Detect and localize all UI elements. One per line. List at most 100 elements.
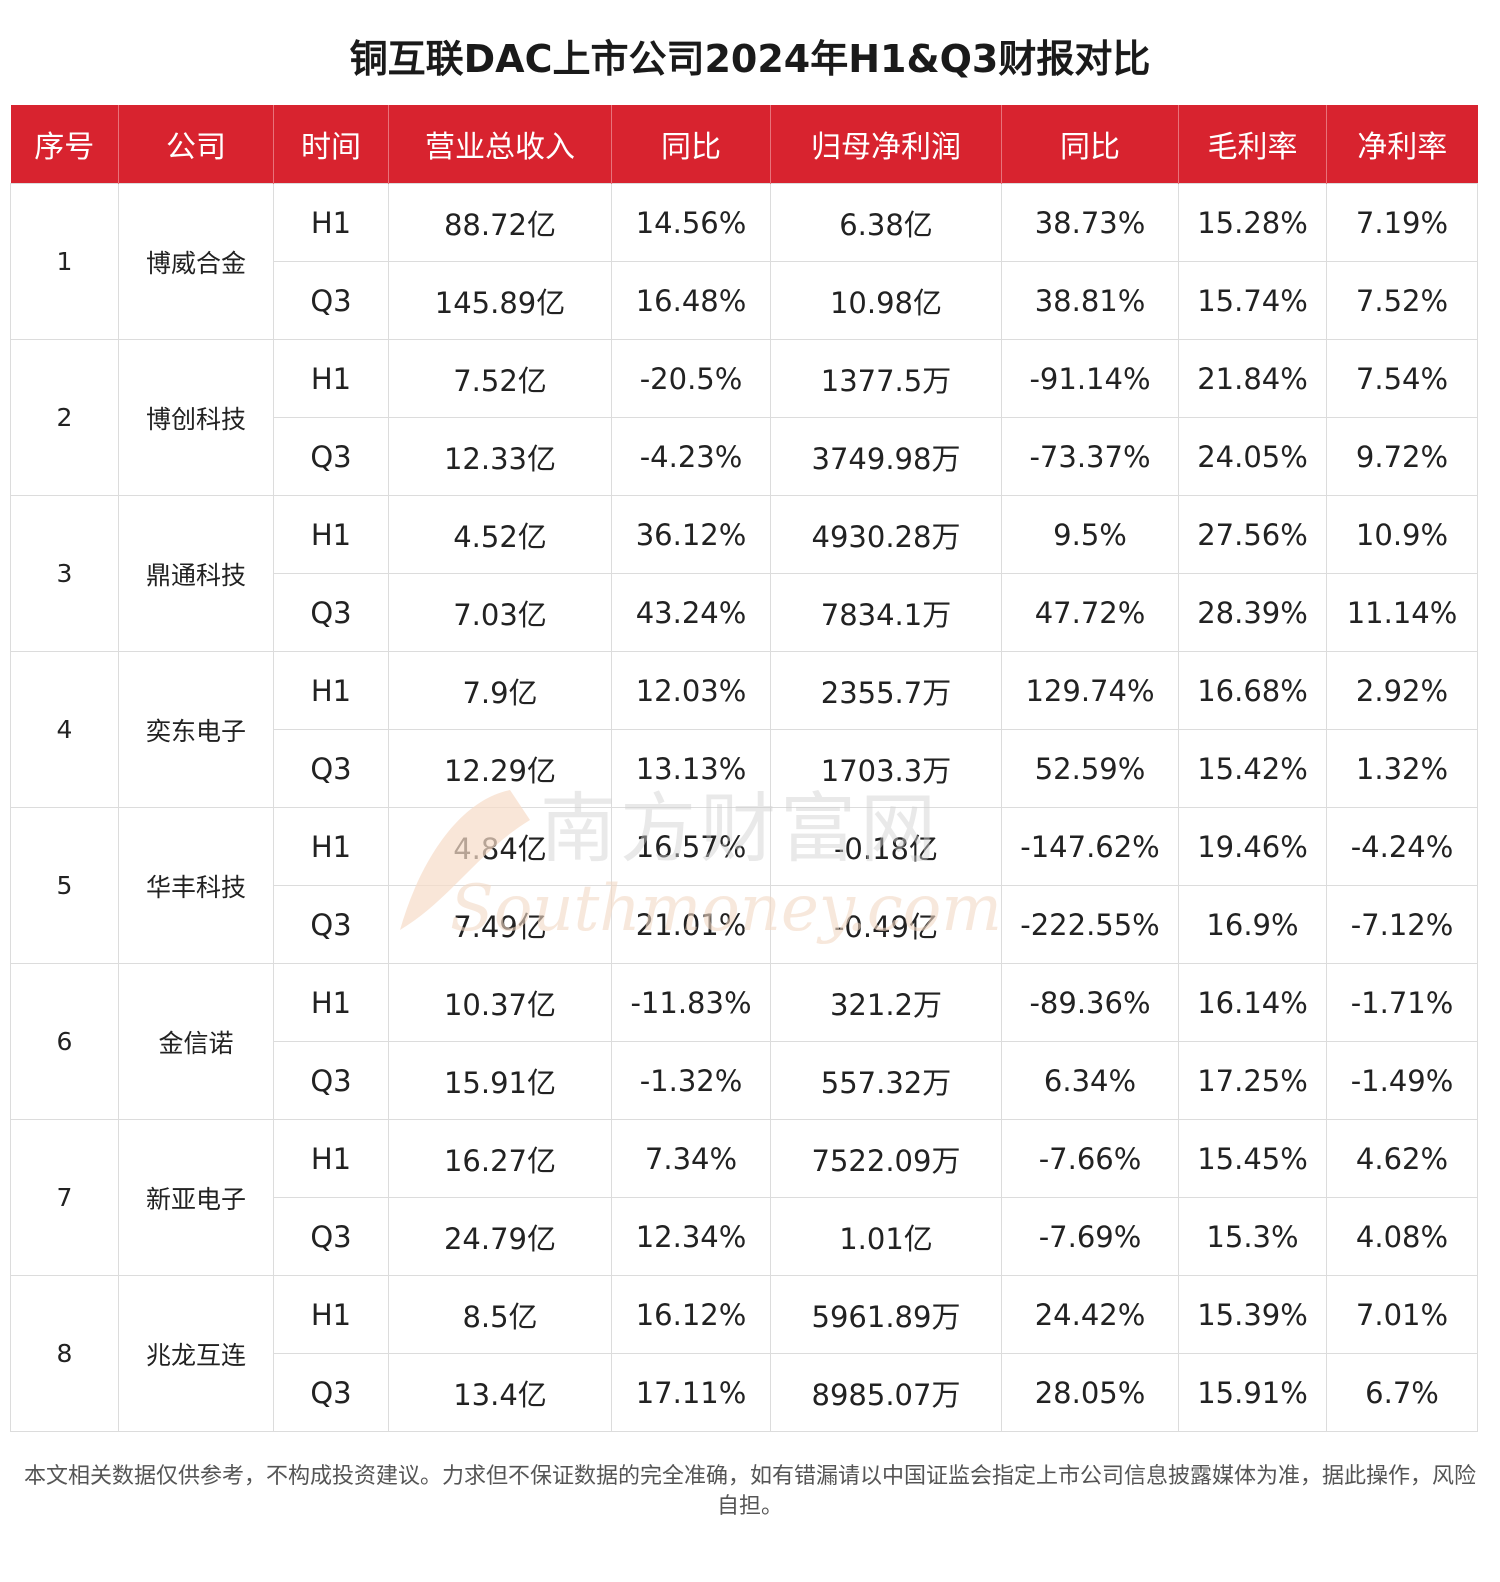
cell-net-margin: 9.72% xyxy=(1326,417,1478,496)
table-row: 2 博创科技 H1 7.52亿 -20.5% 1377.5万 -91.14% 21.84% 7.… xyxy=(10,339,1478,496)
cell-period: H1 xyxy=(273,1119,389,1198)
cell-gross-margin: 15.74% xyxy=(1178,261,1327,340)
cell-net-margin: 4.62% xyxy=(1326,1119,1478,1198)
cell-revenue-yoy: -1.32% xyxy=(611,1041,771,1120)
cell-gross-margin: 15.42% xyxy=(1178,729,1327,808)
table-row: Q3 7.03亿 43.24% 7834.1万 47.72% 28.39% 11.14% xyxy=(11,573,1478,652)
cell-gross-margin: 16.14% xyxy=(1178,963,1327,1042)
cell-net-profit-yoy: -7.66% xyxy=(1001,1119,1179,1198)
cell-gross-margin: 15.28% xyxy=(1178,183,1327,262)
cell-period: H1 xyxy=(273,1275,389,1354)
cell-net-margin: 7.54% xyxy=(1326,339,1478,418)
cell-net-margin: 7.52% xyxy=(1326,261,1478,340)
cell-revenue-yoy: 16.57% xyxy=(611,807,771,886)
cell-net-profit: 1377.5万 xyxy=(770,339,1002,418)
cell-revenue-yoy: 16.12% xyxy=(611,1275,771,1354)
cell-revenue: 7.49亿 xyxy=(388,885,612,964)
cell-period: Q3 xyxy=(273,1041,389,1120)
cell-net-margin: 1.32% xyxy=(1326,729,1478,808)
cell-period: Q3 xyxy=(273,729,389,808)
cell-revenue-yoy: 17.11% xyxy=(611,1353,771,1432)
cell-company: 博威合金 xyxy=(118,183,274,340)
cell-net-margin: -1.49% xyxy=(1326,1041,1478,1120)
cell-company: 华丰科技 xyxy=(118,807,274,964)
cell-net-profit-yoy: -89.36% xyxy=(1001,963,1179,1042)
cell-net-profit-yoy: -147.62% xyxy=(1001,807,1179,886)
cell-revenue-yoy: 21.01% xyxy=(611,885,771,964)
cell-revenue: 15.91亿 xyxy=(388,1041,612,1120)
cell-period: H1 xyxy=(273,651,389,730)
cell-net-margin: 6.7% xyxy=(1326,1353,1478,1432)
cell-net-margin: 10.9% xyxy=(1326,495,1478,574)
cell-net-margin: -1.71% xyxy=(1326,963,1478,1042)
cell-net-margin: 11.14% xyxy=(1326,573,1478,652)
cell-period: Q3 xyxy=(273,885,389,964)
cell-net-profit: 3749.98万 xyxy=(770,417,1002,496)
cell-net-profit-yoy: -222.55% xyxy=(1001,885,1179,964)
cell-index: 2 xyxy=(10,339,119,496)
cell-net-profit-yoy: -73.37% xyxy=(1001,417,1179,496)
cell-net-profit-yoy: 38.73% xyxy=(1001,183,1179,262)
cell-revenue-yoy: 14.56% xyxy=(611,183,771,262)
cell-period: Q3 xyxy=(273,261,389,340)
cell-revenue: 88.72亿 xyxy=(388,183,612,262)
cell-revenue-yoy: 12.03% xyxy=(611,651,771,730)
table-row: 6 金信诺 H1 10.37亿 -11.83% 321.2万 -89.36% 16.14% -1… xyxy=(10,963,1478,1120)
header-index: 序号 xyxy=(10,105,119,184)
cell-net-profit: 321.2万 xyxy=(770,963,1002,1042)
cell-revenue-yoy: -11.83% xyxy=(611,963,771,1042)
table-row: Q3 24.79亿 12.34% 1.01亿 -7.69% 15.3% 4.08% xyxy=(11,1197,1478,1276)
cell-gross-margin: 19.46% xyxy=(1178,807,1327,886)
cell-company: 兆龙互连 xyxy=(118,1275,274,1432)
cell-company: 新亚电子 xyxy=(118,1119,274,1276)
cell-revenue: 12.29亿 xyxy=(388,729,612,808)
cell-net-profit-yoy: 9.5% xyxy=(1001,495,1179,574)
cell-gross-margin: 16.68% xyxy=(1178,651,1327,730)
table-row: 4 奕东电子 H1 7.9亿 12.03% 2355.7万 129.74% 16.68% 2.9… xyxy=(10,651,1478,808)
cell-revenue-yoy: 13.13% xyxy=(611,729,771,808)
cell-net-profit: 7834.1万 xyxy=(770,573,1002,652)
cell-revenue-yoy: -4.23% xyxy=(611,417,771,496)
cell-revenue-yoy: 12.34% xyxy=(611,1197,771,1276)
cell-net-margin: -4.24% xyxy=(1326,807,1478,886)
table-row: 3 鼎通科技 H1 4.52亿 36.12% 4930.28万 9.5% 27.56% 10.9… xyxy=(10,495,1478,652)
cell-revenue: 8.5亿 xyxy=(388,1275,612,1354)
cell-index: 8 xyxy=(10,1275,119,1432)
cell-index: 3 xyxy=(10,495,119,652)
header-period: 时间 xyxy=(273,105,389,184)
header-net-margin: 净利率 xyxy=(1326,105,1478,184)
cell-revenue-yoy: 36.12% xyxy=(611,495,771,574)
cell-revenue: 13.4亿 xyxy=(388,1353,612,1432)
cell-period: H1 xyxy=(273,495,389,574)
cell-revenue: 24.79亿 xyxy=(388,1197,612,1276)
cell-net-profit: 1703.3万 xyxy=(770,729,1002,808)
cell-index: 6 xyxy=(10,963,119,1120)
cell-net-profit: -0.49亿 xyxy=(770,885,1002,964)
table-row: 7 新亚电子 H1 16.27亿 7.34% 7522.09万 -7.66% 15.45% 4.… xyxy=(10,1119,1478,1276)
cell-revenue-yoy: 43.24% xyxy=(611,573,771,652)
cell-net-profit: 4930.28万 xyxy=(770,495,1002,574)
cell-gross-margin: 28.39% xyxy=(1178,573,1327,652)
cell-gross-margin: 17.25% xyxy=(1178,1041,1327,1120)
table-row: Q3 15.91亿 -1.32% 557.32万 6.34% 17.25% -1.49% xyxy=(11,1041,1478,1120)
cell-net-profit-yoy: 129.74% xyxy=(1001,651,1179,730)
cell-revenue: 10.37亿 xyxy=(388,963,612,1042)
cell-net-margin: 7.01% xyxy=(1326,1275,1478,1354)
cell-period: Q3 xyxy=(273,573,389,652)
cell-net-profit: 10.98亿 xyxy=(770,261,1002,340)
cell-revenue: 7.52亿 xyxy=(388,339,612,418)
page-title: 铜互联DAC上市公司2024年H1&Q3财报对比 xyxy=(349,37,1151,81)
header-company: 公司 xyxy=(118,105,274,184)
header-revenue-yoy: 同比 xyxy=(611,105,771,184)
cell-net-profit-yoy: -91.14% xyxy=(1001,339,1179,418)
cell-gross-margin: 15.45% xyxy=(1178,1119,1327,1198)
disclaimer-footnote: 本文相关数据仅供参考，不构成投资建议。力求但不保证数据的完全准确，如有错漏请以中… xyxy=(23,1464,1476,1519)
cell-revenue: 4.52亿 xyxy=(388,495,612,574)
cell-revenue: 12.33亿 xyxy=(388,417,612,496)
cell-revenue: 7.03亿 xyxy=(388,573,612,652)
cell-net-profit: 6.38亿 xyxy=(770,183,1002,262)
cell-net-profit: 8985.07万 xyxy=(770,1353,1002,1432)
cell-net-profit-yoy: -7.69% xyxy=(1001,1197,1179,1276)
cell-net-profit-yoy: 28.05% xyxy=(1001,1353,1179,1432)
table-row: Q3 13.4亿 17.11% 8985.07万 28.05% 15.91% 6.7% xyxy=(11,1353,1478,1432)
